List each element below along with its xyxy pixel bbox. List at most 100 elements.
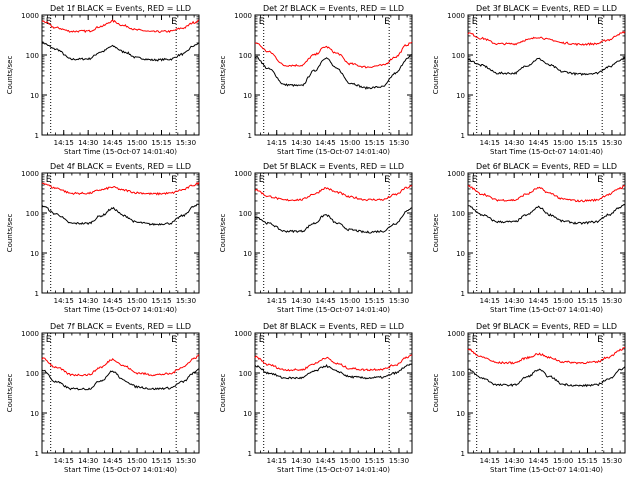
series-line-lld: [41, 19, 200, 34]
y-axis-label: Counts/sec: [6, 56, 14, 95]
series-line-events: [41, 368, 200, 391]
panel-title: Det 8f BLACK = Events, RED = LLD: [263, 322, 404, 331]
series-line-lld: [467, 31, 626, 47]
y-axis-label: Counts/sec: [219, 56, 227, 95]
x-tick-label: 14:30: [291, 457, 311, 465]
y-tick-label: 1000: [447, 170, 465, 178]
x-tick-label: 14:15: [480, 139, 500, 147]
panel-title: Det 6f BLACK = Events, RED = LLD: [476, 162, 617, 171]
x-tick-label: 14:45: [103, 297, 123, 305]
x-tick-label: 14:30: [291, 139, 311, 147]
y-tick-label: 10: [243, 250, 252, 258]
panel-det-4: Det 4f BLACK = Events, RED = LLD Counts/s…: [6, 162, 200, 314]
x-tick-label: 15:15: [577, 139, 597, 147]
panel-det-5: Det 5f BLACK = Events, RED = LLD Counts/s…: [219, 162, 413, 314]
x-axis-label: Start Time (15-Oct-07 14:01:40): [277, 466, 390, 474]
x-tick-label: 14:30: [78, 457, 98, 465]
x-tick-label: 15:15: [151, 297, 171, 305]
event-marker-label: E: [597, 175, 603, 185]
x-tick-label: 14:15: [267, 457, 287, 465]
series-line-events: [41, 203, 200, 226]
event-marker-label: E: [171, 17, 177, 27]
plot-frame: [254, 14, 413, 136]
plot-frame: [41, 14, 200, 136]
series-line-events: [254, 363, 413, 380]
x-tick-label: 15:00: [553, 457, 573, 465]
event-marker-label: E: [384, 335, 390, 345]
x-tick-label: 14:15: [480, 457, 500, 465]
y-tick-label: 10: [243, 92, 252, 100]
x-tick-label: 15:30: [176, 457, 196, 465]
x-axis-label: Start Time (15-Oct-07 14:01:40): [64, 306, 177, 314]
series-line-lld: [254, 354, 413, 372]
series-line-events: [468, 203, 626, 225]
y-tick-label: 1: [248, 132, 252, 140]
y-tick-label: 1000: [447, 12, 465, 20]
x-tick-label: 15:00: [127, 139, 147, 147]
y-tick-label: 100: [26, 52, 39, 60]
y-tick-label: 10: [30, 92, 39, 100]
series-line-events: [467, 366, 626, 388]
y-tick-label: 1: [461, 132, 465, 140]
y-tick-label: 100: [452, 52, 465, 60]
plot-frame: [254, 332, 413, 454]
panel-det-9: Det 9f BLACK = Events, RED = LLD Counts/s…: [432, 322, 626, 474]
x-tick-label: 14:15: [54, 457, 74, 465]
series-line-lld: [467, 346, 626, 365]
y-tick-label: 10: [243, 410, 252, 418]
x-tick-label: 15:30: [602, 297, 622, 305]
x-axis-label: Start Time (15-Oct-07 14:01:40): [64, 148, 177, 156]
event-marker-label: E: [597, 335, 603, 345]
x-tick-label: 15:15: [577, 297, 597, 305]
y-axis-label: Counts/sec: [219, 214, 227, 253]
x-tick-label: 14:45: [316, 297, 336, 305]
x-tick-label: 15:30: [176, 297, 196, 305]
event-marker-label: E: [259, 335, 265, 345]
x-tick-label: 14:15: [54, 297, 74, 305]
event-marker-label: E: [171, 335, 177, 345]
y-axis-label: Counts/sec: [432, 214, 440, 253]
panel-det-2: Det 2f BLACK = Events, RED = LLD Counts/s…: [219, 4, 413, 156]
x-tick-label: 15:30: [602, 139, 622, 147]
x-tick-label: 15:00: [553, 297, 573, 305]
x-tick-label: 14:15: [480, 297, 500, 305]
x-axis-label: Start Time (15-Oct-07 14:01:40): [490, 306, 603, 314]
x-tick-label: 14:30: [291, 297, 311, 305]
x-tick-label: 14:45: [529, 139, 549, 147]
y-tick-label: 100: [452, 370, 465, 378]
panel-det-7: Det 7f BLACK = Events, RED = LLD Counts/s…: [6, 322, 200, 474]
y-tick-label: 1: [248, 450, 252, 458]
x-tick-label: 14:15: [267, 139, 287, 147]
x-tick-label: 15:30: [389, 457, 409, 465]
panel-title: Det 2f BLACK = Events, RED = LLD: [263, 4, 404, 13]
panel-det-8: Det 8f BLACK = Events, RED = LLD Counts/s…: [219, 322, 413, 474]
series-line-events: [254, 54, 413, 90]
y-tick-label: 1: [461, 450, 465, 458]
y-tick-label: 1000: [21, 330, 39, 338]
x-tick-label: 14:30: [504, 457, 524, 465]
plot-frame: [467, 14, 626, 136]
event-marker-label: E: [171, 175, 177, 185]
panel-det-3: Det 3f BLACK = Events, RED = LLD Counts/s…: [432, 4, 626, 156]
x-axis-label: Start Time (15-Oct-07 14:01:40): [490, 148, 603, 156]
x-axis-label: Start Time (15-Oct-07 14:01:40): [64, 466, 177, 474]
x-tick-label: 14:45: [529, 457, 549, 465]
y-tick-label: 100: [239, 370, 252, 378]
y-axis-label: Counts/sec: [432, 56, 440, 95]
x-tick-label: 14:45: [103, 457, 123, 465]
x-axis-label: Start Time (15-Oct-07 14:01:40): [277, 306, 390, 314]
event-marker-label: E: [472, 175, 478, 185]
y-tick-label: 10: [30, 250, 39, 258]
x-tick-label: 14:30: [78, 139, 98, 147]
x-tick-label: 15:15: [364, 297, 384, 305]
event-marker-label: E: [384, 17, 390, 27]
event-marker-label: E: [46, 17, 52, 27]
panel-title: Det 3f BLACK = Events, RED = LLD: [476, 4, 617, 13]
series-line-events: [467, 56, 626, 77]
x-tick-label: 15:30: [389, 139, 409, 147]
x-tick-label: 14:45: [529, 297, 549, 305]
y-tick-label: 1000: [21, 170, 39, 178]
y-tick-label: 1: [461, 290, 465, 298]
y-tick-label: 1000: [21, 12, 39, 20]
